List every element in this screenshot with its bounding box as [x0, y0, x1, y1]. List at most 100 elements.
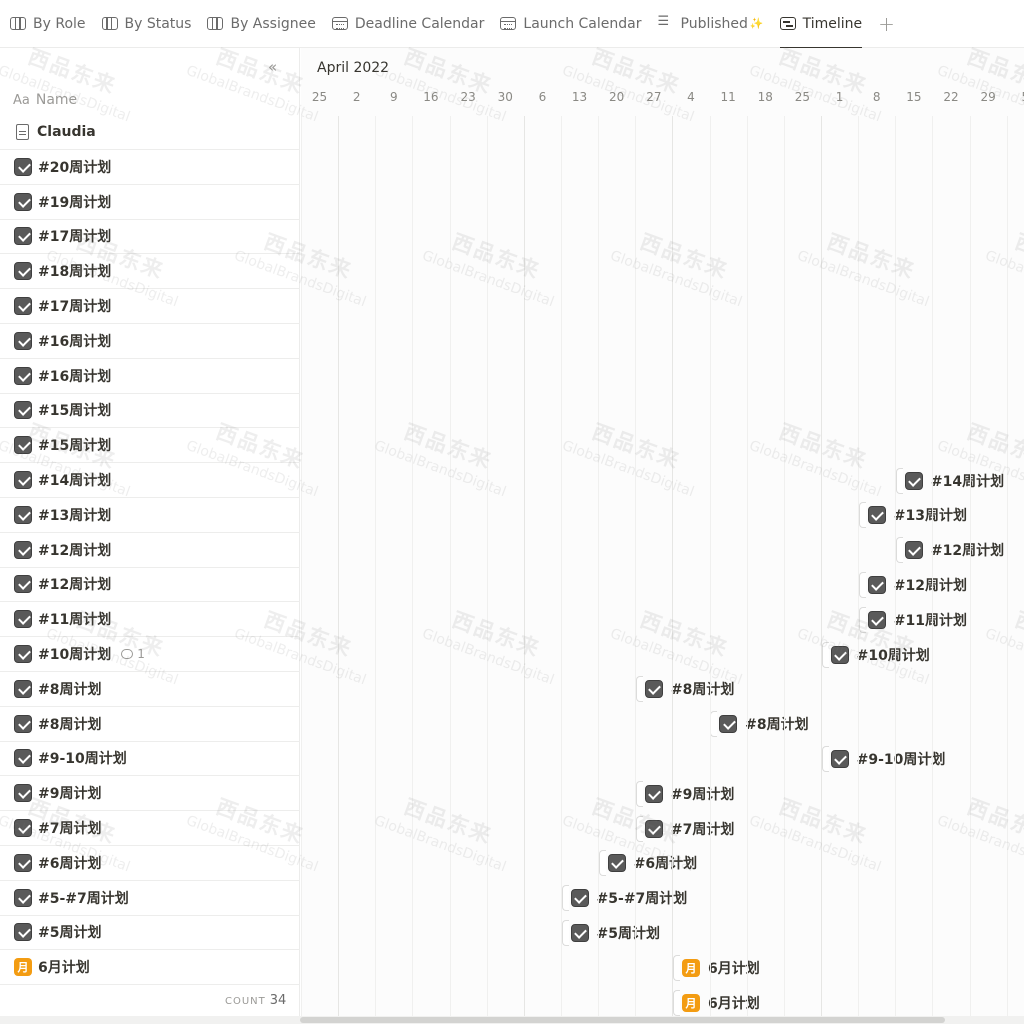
checkbox-icon[interactable] [570, 923, 589, 942]
table-row[interactable]: #20周计划 [0, 150, 300, 185]
checkbox-icon[interactable] [867, 610, 886, 629]
table-row[interactable]: #8周计划 [0, 707, 300, 742]
timeline-card[interactable]: #5-#7周计划 [561, 882, 687, 914]
table-row[interactable]: #18周计划 [0, 254, 300, 290]
checkbox-icon[interactable] [14, 923, 32, 942]
card-resize-handle[interactable] [895, 537, 903, 564]
checkbox-icon[interactable] [14, 819, 32, 837]
table-row[interactable]: #16周计划 [0, 324, 300, 359]
horizontal-scrollbar[interactable] [0, 1016, 1024, 1024]
table-row[interactable]: #17周计划 [0, 289, 300, 324]
checkbox-icon[interactable] [14, 366, 32, 385]
card-resize-handle[interactable] [710, 711, 718, 738]
tab-timeline[interactable]: Timeline [779, 0, 862, 49]
timeline-card[interactable]: #11周计划 [858, 604, 967, 636]
table-row[interactable]: #15周计划 [0, 428, 300, 464]
timeline-card[interactable]: #12周计划 [895, 534, 1004, 566]
timeline-card[interactable]: #6周计划 [598, 847, 697, 879]
timeline-card[interactable]: #14周计划 [895, 465, 1004, 497]
timeline-card[interactable]: #8周计划 [635, 673, 734, 705]
table-row[interactable]: #9-10周计划 [0, 741, 300, 777]
checkbox-icon[interactable] [14, 679, 32, 698]
card-resize-handle[interactable] [858, 571, 866, 598]
checkbox-icon[interactable] [14, 227, 32, 246]
table-row[interactable]: #14周计划 [0, 463, 300, 498]
table-row[interactable]: #12周计划 [0, 533, 300, 568]
table-row[interactable]: #17周计划 [0, 219, 300, 255]
checkbox-icon[interactable] [14, 575, 32, 594]
comment-count[interactable]: 1 [121, 647, 145, 661]
card-resize-handle[interactable] [598, 850, 606, 877]
checkbox-icon[interactable] [570, 889, 589, 908]
checkbox-icon[interactable] [830, 749, 849, 768]
table-row[interactable]: #16周计划 [0, 359, 300, 394]
checkbox-icon[interactable] [14, 157, 32, 176]
checkbox-icon[interactable] [14, 401, 32, 420]
table-row[interactable]: Claudia [0, 115, 300, 150]
tab-by-role[interactable]: By Role [10, 0, 86, 48]
checkbox-icon[interactable] [14, 436, 32, 455]
checkbox-icon[interactable] [867, 506, 886, 525]
checkbox-icon[interactable] [644, 784, 663, 803]
table-row[interactable]: 月 6月计划 [0, 950, 300, 986]
timeline-card[interactable]: #7周计划 [635, 813, 734, 845]
table-row[interactable]: #10周计划 1 [0, 637, 300, 672]
card-resize-handle[interactable] [635, 780, 643, 807]
tab-launch-calendar[interactable]: Launch Calendar [500, 0, 642, 48]
checkbox-icon[interactable] [14, 297, 32, 315]
checkbox-icon[interactable] [14, 749, 32, 768]
checkbox-icon[interactable] [904, 471, 923, 490]
card-resize-handle[interactable] [635, 815, 643, 842]
checkbox-icon[interactable] [607, 854, 626, 873]
timeline-card[interactable]: #8周计划 [710, 708, 809, 740]
checkbox-icon[interactable] [14, 645, 32, 663]
card-resize-handle[interactable] [673, 954, 680, 981]
count-footer[interactable]: COUNT 34 [225, 993, 286, 1008]
card-resize-handle[interactable] [858, 606, 866, 633]
table-row[interactable]: #12周计划 [0, 567, 300, 603]
name-column-header[interactable]: Aa Name [13, 92, 77, 108]
card-resize-handle[interactable] [673, 989, 680, 1016]
checkbox-icon[interactable] [14, 853, 32, 872]
card-resize-handle[interactable] [895, 467, 903, 494]
table-row[interactable]: #11周计划 [0, 602, 300, 638]
table-row[interactable]: #6周计划 [0, 846, 300, 881]
table-row[interactable]: #8周计划 [0, 672, 300, 707]
checkbox-icon[interactable] [14, 888, 32, 907]
tab-by-status[interactable]: By Status [101, 0, 191, 48]
checkbox-icon[interactable] [14, 262, 32, 281]
checkbox-icon[interactable] [644, 819, 663, 838]
timeline-card[interactable]: #10周计划 [821, 639, 930, 671]
card-resize-handle[interactable] [821, 745, 829, 772]
card-resize-handle[interactable] [561, 885, 569, 912]
collapse-table-icon[interactable]: « [268, 58, 278, 76]
card-resize-handle[interactable] [821, 641, 829, 668]
scrollbar-thumb[interactable] [300, 1017, 945, 1023]
card-resize-handle[interactable] [858, 502, 866, 529]
card-resize-handle[interactable] [561, 919, 569, 946]
checkbox-icon[interactable] [14, 505, 32, 524]
timeline-card[interactable]: #12周计划 [858, 569, 967, 601]
timeline-card[interactable]: #13周计划 [858, 499, 967, 531]
tab-published[interactable]: Published✨ [658, 0, 764, 48]
table-row[interactable]: #7周计划 [0, 811, 300, 846]
table-row[interactable]: #13周计划 [0, 498, 300, 533]
table-row[interactable]: #5-#7周计划 [0, 881, 300, 916]
checkbox-icon[interactable] [14, 784, 32, 803]
timeline-card[interactable]: #5周计划 [561, 917, 660, 949]
checkbox-icon[interactable] [14, 192, 32, 211]
card-resize-handle[interactable] [635, 676, 643, 703]
checkbox-icon[interactable] [14, 471, 32, 489]
tab-deadline-calendar[interactable]: Deadline Calendar [331, 0, 484, 48]
checkbox-icon[interactable] [14, 540, 32, 559]
table-row[interactable]: #5周计划 [0, 915, 300, 951]
timeline-card[interactable]: #9周计划 [635, 778, 734, 810]
checkbox-icon[interactable] [14, 331, 32, 350]
table-row[interactable]: #15周计划 [0, 393, 300, 429]
timeline-card[interactable]: #9-10周计划 [821, 743, 945, 775]
checkbox-icon[interactable] [719, 715, 738, 734]
checkbox-icon[interactable] [867, 575, 886, 594]
checkbox-icon[interactable] [904, 541, 923, 560]
table-row[interactable]: #9周计划 [0, 776, 300, 812]
add-view-button[interactable]: + [878, 11, 895, 36]
